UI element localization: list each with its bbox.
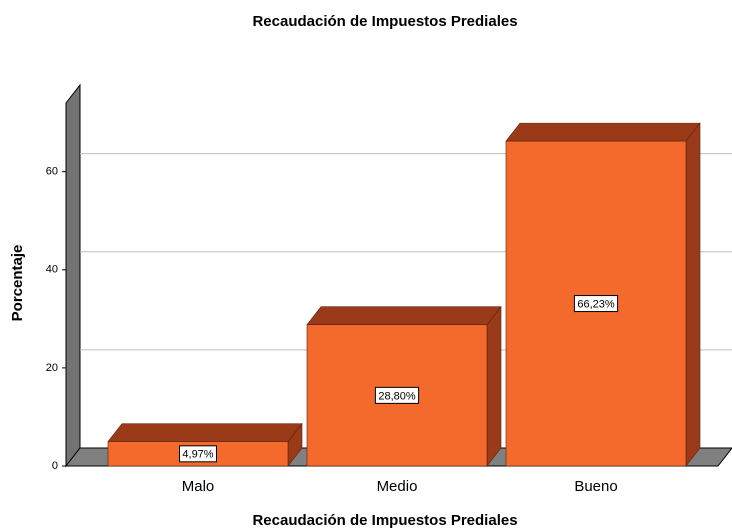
x-tick-label: Bueno <box>574 478 617 495</box>
y-axis-title: Porcentaje <box>9 245 26 322</box>
y-tick-label: 60 <box>46 166 58 178</box>
bar-top <box>505 122 701 142</box>
value-label: 28,80% <box>378 390 416 402</box>
y-tick-label: 40 <box>46 264 58 276</box>
bar-side <box>486 305 502 467</box>
value-label-box <box>573 295 619 313</box>
bar-side <box>685 122 701 467</box>
bar <box>306 324 488 467</box>
bar-top <box>107 423 303 442</box>
value-label-box <box>374 386 420 404</box>
x-tick-label: Medio <box>377 478 418 495</box>
y-tick-label: 0 <box>52 460 58 472</box>
side-wall <box>65 83 81 468</box>
bar-top <box>306 306 502 326</box>
chart-title: Recaudación de Impuestos Prediales <box>252 13 517 30</box>
x-axis-title: Recaudación de Impuestos Prediales <box>252 512 517 529</box>
value-label: 4,97% <box>182 449 213 461</box>
x-tick-label: Malo <box>182 478 215 495</box>
value-label-box <box>179 445 217 463</box>
value-label: 66,23% <box>577 298 615 310</box>
y-tick-label: 20 <box>46 362 58 374</box>
